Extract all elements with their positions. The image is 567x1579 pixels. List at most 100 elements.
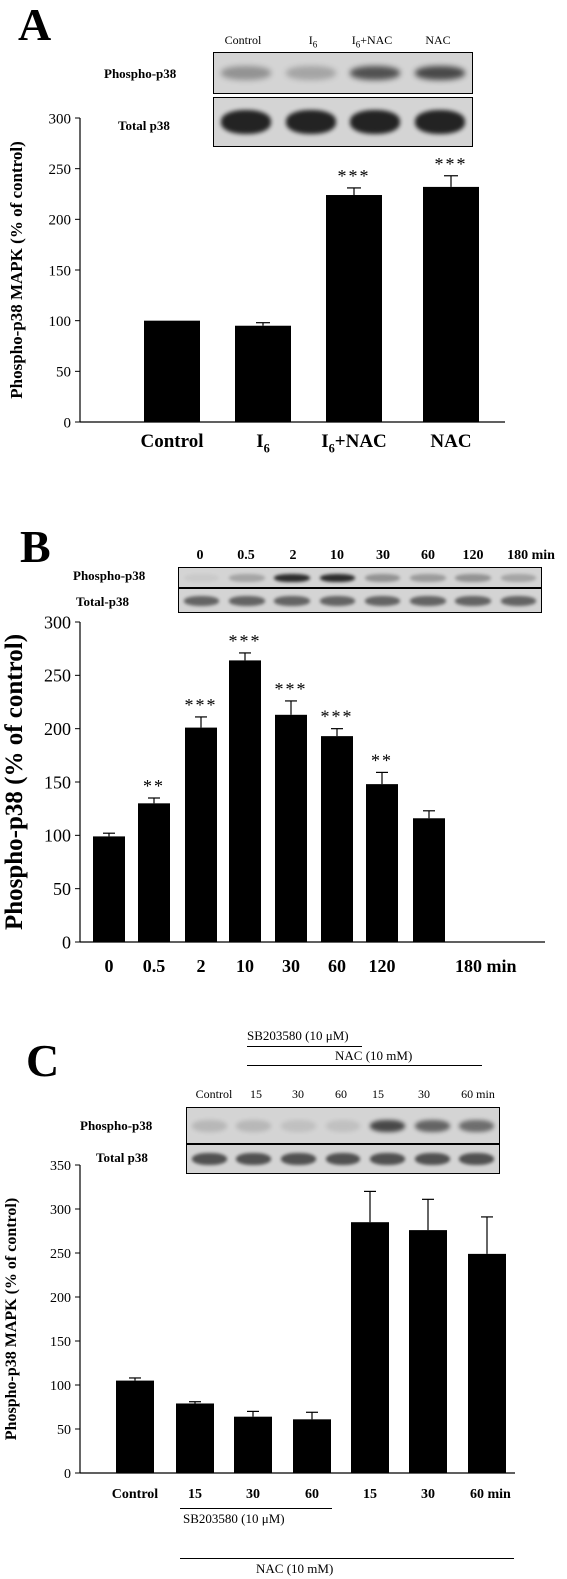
x-tick-label: NAC: [430, 431, 471, 452]
bar: [468, 1253, 506, 1473]
y-tick-label: 100: [50, 1379, 71, 1394]
x-tick-label: 30: [246, 1487, 260, 1502]
blot-a-lane-label: NAC: [425, 33, 451, 47]
bar: [138, 803, 170, 942]
bar: [235, 325, 291, 422]
y-tick-label: 200: [50, 1291, 71, 1306]
blot-a-phospho: [213, 52, 473, 94]
blot-band: [414, 1153, 450, 1165]
blot-band: [500, 595, 536, 606]
blot-b-phospho: [178, 567, 542, 588]
x-tick-label: 10: [236, 956, 254, 976]
x-tick-label: 30: [421, 1487, 435, 1502]
y-tick-label: 300: [50, 1203, 71, 1218]
blot-band: [350, 110, 401, 134]
blot-b-lane-label: 60: [421, 548, 435, 563]
chart-c: 0 50 100 150 200 250 300 350 Phospho-p38 MAPK (%…: [3, 1159, 515, 1502]
blot-c-lane-label: 60 min: [461, 1087, 495, 1101]
blot-b-lane-label: 0: [196, 548, 204, 563]
blot-band: [364, 595, 401, 606]
blot-band: [319, 573, 355, 582]
y-tick-label: 0: [64, 415, 72, 431]
bar: [409, 1230, 447, 1473]
axis-c-condition-sb: SB203580 (10 μM): [183, 1511, 285, 1526]
significance-marker: ***: [338, 166, 371, 186]
blot-c-lane-label: 30: [418, 1087, 430, 1101]
bar: [366, 784, 398, 942]
x-tick-label: 120: [369, 956, 396, 976]
blot-band: [229, 595, 265, 606]
blot-b-row-label: Phospho-p38: [73, 568, 146, 583]
axis-c-condition-nac: NAC (10 mM): [256, 1561, 334, 1576]
blot-band: [414, 1119, 450, 1132]
y-tick-label: 200: [49, 213, 72, 229]
significance-marker: ***: [435, 154, 468, 174]
y-tick-label: 300: [49, 111, 72, 127]
blot-c-lane-label: 60: [335, 1087, 347, 1101]
axis-c-condition-sb-line: [180, 1508, 332, 1509]
blot-band: [183, 595, 220, 606]
bar: [185, 727, 217, 942]
blot-band: [229, 573, 265, 582]
bar: [321, 736, 353, 942]
blot-band: [236, 1119, 272, 1132]
blot-c-total: [186, 1144, 500, 1174]
y-tick-label: 350: [50, 1159, 71, 1174]
x-tick-label: 60 min: [470, 1487, 511, 1502]
y-tick-label: 100: [49, 314, 72, 330]
blot-band: [370, 1153, 405, 1165]
blot-band: [325, 1119, 361, 1132]
x-tick-label: 0: [105, 956, 114, 976]
blot-band: [455, 573, 491, 582]
bar: [144, 320, 200, 422]
blot-b-lane-label: 10: [330, 548, 344, 563]
x-tick-label: 60: [305, 1487, 319, 1502]
y-tick-label: 150: [49, 263, 72, 279]
bar: [176, 1403, 214, 1473]
bar: [229, 660, 261, 942]
y-tick-label: 50: [57, 1423, 71, 1438]
y-tick-label: 150: [44, 772, 71, 792]
blot-a-lane-label: Control: [224, 33, 262, 47]
blot-c-lane-label: 30: [292, 1087, 304, 1101]
panel-b: B 0 0.5 2 10 30 60 120 180 min Phospho-p…: [0, 522, 567, 982]
y-tick-label: 0: [64, 1467, 71, 1482]
blot-band: [281, 1153, 316, 1165]
bar: [351, 1222, 389, 1473]
blot-c-condition-nac-line: [247, 1065, 482, 1066]
x-tick-label: I6: [256, 431, 270, 456]
blot-band: [221, 66, 272, 80]
blot-a-total: [213, 97, 473, 147]
bar: [326, 195, 382, 422]
blot-a-lane-label: I6+NAC: [351, 33, 393, 50]
blot-c-lane-label: 15: [372, 1087, 384, 1101]
blot-band: [364, 573, 401, 582]
y-axis-label: Phospho-p38 (% of control): [1, 634, 28, 930]
significance-marker: ***: [185, 695, 218, 715]
blot-band: [459, 1153, 495, 1165]
x-tick-label: 30: [282, 956, 300, 976]
bar: [234, 1416, 272, 1473]
blot-b-lane-label: 120: [462, 548, 484, 563]
x-tick-label: 60: [328, 956, 346, 976]
blot-b-lane-label: 0.5: [237, 548, 255, 563]
blot-band: [236, 1153, 272, 1165]
y-tick-label: 50: [56, 365, 71, 381]
blot-band: [410, 595, 446, 606]
panel-b-label: B: [20, 521, 51, 572]
blot-c-lane-label: 15: [250, 1087, 262, 1101]
bar: [93, 836, 125, 942]
blot-c-condition-nac: NAC (10 mM): [335, 1048, 413, 1063]
y-tick-label: 0: [62, 932, 71, 952]
significance-marker: ***: [275, 679, 308, 699]
blot-b-lane-label: 30: [376, 548, 390, 563]
x-tick-label: 0.5: [143, 956, 166, 976]
bar: [423, 186, 479, 422]
blot-band: [285, 66, 336, 80]
blot-b-lane-label: 180 min: [507, 548, 555, 563]
blot-b-lane-label: 2: [289, 548, 297, 563]
y-axis-label: Phospho-p38 MAPK (% of control): [3, 1198, 20, 1440]
y-tick-label: 50: [53, 879, 71, 899]
blot-band: [370, 1119, 405, 1132]
bar: [293, 1419, 331, 1473]
